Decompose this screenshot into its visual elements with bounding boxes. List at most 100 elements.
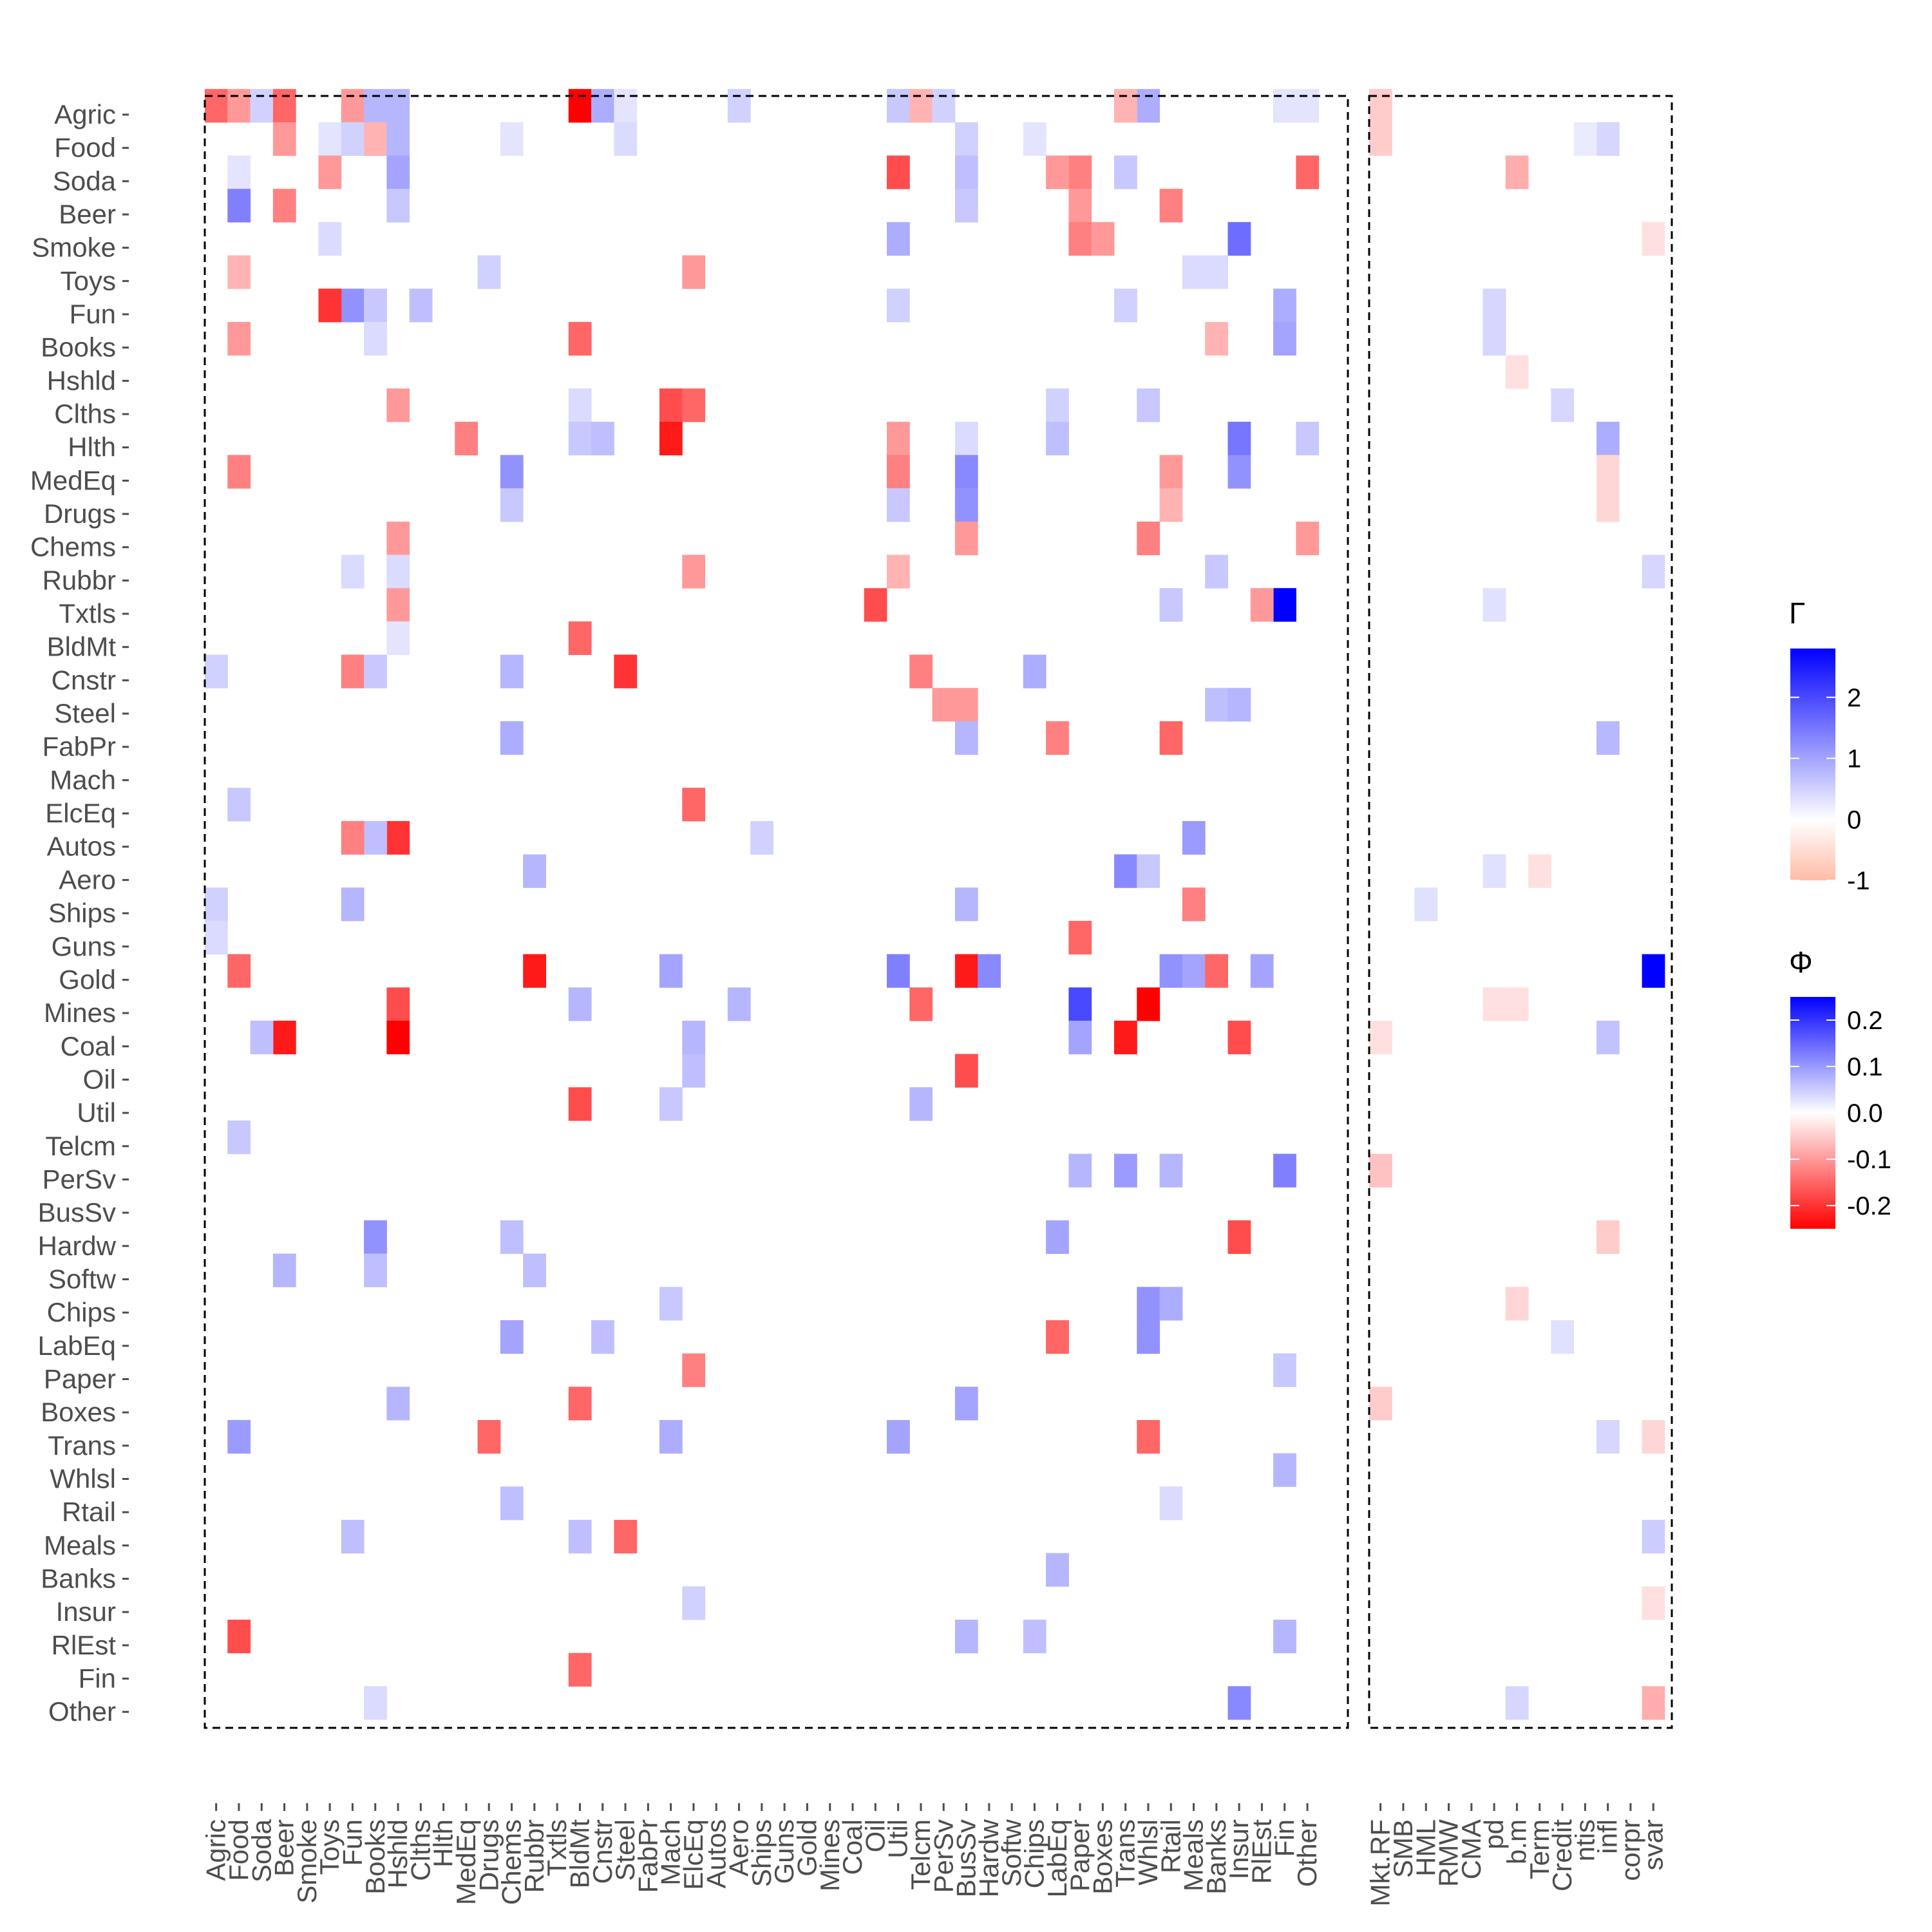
gamma-cell: [386, 554, 410, 589]
gamma-cell: [1159, 1486, 1183, 1520]
row-label: BusSv: [38, 1197, 116, 1227]
gamma-cell: [386, 1387, 410, 1421]
gamma-cell: [1227, 1686, 1251, 1720]
gamma-panel-border: [204, 95, 1349, 1729]
gamma-cell: [386, 89, 410, 123]
gamma-cell: [1296, 421, 1320, 456]
column-label: Mkt.RF: [1365, 1819, 1396, 1906]
gamma-cell: [227, 1120, 251, 1155]
gamma-cell: [954, 155, 978, 189]
gamma-cell: [1227, 688, 1251, 722]
row-label: Aero: [59, 864, 116, 895]
gamma-cell: [1023, 1620, 1046, 1654]
gamma-cell: [954, 421, 978, 456]
gamma-cell: [954, 1387, 978, 1421]
gamma-cell: [1159, 189, 1183, 223]
gamma-cell: [568, 1653, 592, 1687]
gamma-cell: [1068, 987, 1092, 1021]
gamma-cell: [1159, 1287, 1183, 1321]
gamma-cell: [659, 421, 683, 456]
phi-cell: [1505, 1686, 1529, 1720]
gamma-cell: [1023, 654, 1046, 688]
column-label: Fun: [337, 1819, 367, 1866]
row-label: Cnstr: [52, 665, 116, 695]
gamma-cell: [227, 155, 251, 189]
gamma-cell: [341, 654, 365, 688]
legend-tick-label: -0.1: [1847, 1146, 1891, 1174]
gamma-legend-title: Γ: [1789, 596, 1805, 630]
gamma-cell: [364, 1253, 387, 1287]
gamma-cell: [409, 289, 433, 323]
gamma-cell: [1273, 1453, 1296, 1487]
row-label: Toys: [61, 265, 116, 296]
gamma-cell: [887, 488, 910, 522]
gamma-cell: [954, 1620, 978, 1654]
gamma-cell: [364, 1220, 387, 1255]
gamma-cell: [909, 654, 933, 688]
phi-cell: [1642, 222, 1665, 256]
gamma-cell: [1068, 189, 1092, 223]
gamma-cell: [1091, 222, 1115, 256]
row-label: Paper: [44, 1363, 116, 1394]
gamma-cell: [1296, 155, 1320, 189]
row-label: Gold: [59, 964, 116, 994]
gamma-cell: [1137, 89, 1160, 123]
column-label: Credit: [1547, 1819, 1577, 1891]
gamma-cell: [364, 122, 387, 156]
column-label: Other: [1292, 1819, 1322, 1887]
column-label: Cnstr: [587, 1819, 618, 1884]
column-label: ntis: [1569, 1819, 1600, 1861]
column-label: Whlsl: [1133, 1819, 1163, 1886]
row-label: Chems: [30, 532, 116, 562]
column-label: Telcm: [905, 1819, 936, 1890]
gamma-cell: [1227, 1020, 1251, 1055]
column-label: FabPr: [632, 1819, 663, 1893]
gamma-cell: [659, 954, 683, 988]
column-label: Hardw: [974, 1819, 1004, 1897]
gamma-cell: [523, 954, 546, 988]
phi-cell: [1642, 1520, 1665, 1554]
gamma-cell: [568, 1520, 592, 1554]
gamma-cell: [614, 1520, 638, 1554]
gamma-cell: [1137, 1287, 1160, 1321]
gamma-cell: [682, 388, 706, 422]
row-label: Boxes: [41, 1397, 116, 1427]
gamma-cell: [954, 455, 978, 489]
gamma-cell: [1205, 321, 1228, 356]
gamma-cell: [500, 1220, 524, 1255]
gamma-cell: [364, 321, 387, 356]
row-label: Food: [54, 133, 116, 163]
gamma-cell: [477, 1420, 501, 1454]
gamma-cell: [932, 89, 956, 123]
legend-tick-label: -1: [1847, 867, 1870, 895]
column-label: CMA: [1456, 1819, 1486, 1879]
gamma-cell: [1159, 588, 1183, 622]
gamma-cell: [887, 554, 910, 589]
gamma-legend: Γ 2 1 0 -1: [1789, 596, 1870, 895]
legend-tick-label: 0.1: [1847, 1053, 1883, 1081]
gamma-cell: [682, 788, 706, 822]
column-label: Boxes: [1087, 1819, 1117, 1895]
gamma-cell: [500, 455, 524, 489]
gamma-cell: [682, 1353, 706, 1387]
legend-tick-label: 2: [1847, 684, 1861, 712]
gamma-cell: [591, 1320, 614, 1354]
phi-cell: [1482, 854, 1506, 888]
gamma-cell: [1296, 521, 1320, 556]
phi-cell: [1369, 1153, 1392, 1188]
column-label: Coal: [837, 1819, 867, 1875]
gamma-cell: [272, 89, 296, 123]
column-label: b.m: [1501, 1819, 1531, 1864]
gamma-cell: [1273, 1353, 1296, 1387]
gamma-cell: [500, 1486, 524, 1520]
gamma-cell: [500, 654, 524, 688]
gamma-cell: [1068, 155, 1092, 189]
phi-cell: [1482, 588, 1506, 622]
gamma-cell: [568, 321, 592, 356]
gamma-cell: [272, 1253, 296, 1287]
gamma-cell: [250, 1020, 274, 1055]
gamma-cell: [272, 189, 296, 223]
column-label: Mach: [656, 1819, 686, 1886]
column-label: Clths: [405, 1819, 435, 1881]
